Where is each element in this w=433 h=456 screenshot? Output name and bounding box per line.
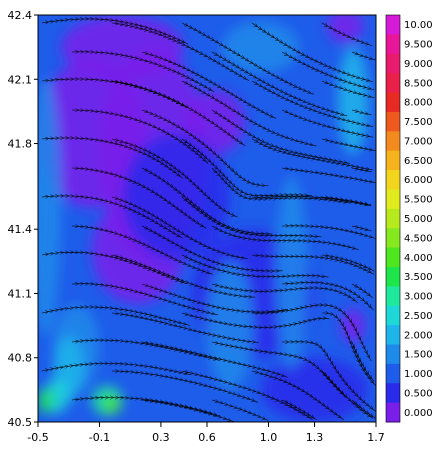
x-tick-label: 1.0	[260, 431, 278, 444]
y-tick-label: 41.1	[8, 287, 33, 300]
colorbar-label: 9.500	[404, 40, 433, 51]
colorbar-swatch	[386, 344, 400, 365]
x-tick-label: 1.7	[367, 431, 385, 444]
field-region	[260, 357, 369, 422]
colorbar-swatch	[386, 34, 400, 55]
colorbar-swatch	[386, 111, 400, 132]
streamline	[281, 282, 374, 311]
x-tick-label: -0.5	[27, 431, 48, 444]
field-region	[104, 396, 120, 414]
colorbar-swatch	[386, 131, 400, 152]
colorbar-swatch	[386, 170, 400, 190]
streamline	[281, 110, 373, 137]
colorbar-label: 10.00	[404, 20, 433, 31]
streamline	[321, 255, 375, 272]
streamline	[281, 168, 376, 183]
streamline	[351, 52, 376, 61]
colorbar-swatch	[386, 150, 400, 171]
colorbar-label: 7.500	[404, 117, 433, 128]
x-tick-label: 1.3	[306, 431, 324, 444]
colorbar-swatch	[386, 383, 400, 404]
streamline	[211, 225, 359, 250]
colorbar-swatch	[386, 73, 400, 94]
colorbar-label: 1.500	[404, 350, 433, 361]
colorbar-label: 2.000	[404, 330, 433, 341]
colorbar-label: 4.500	[404, 233, 433, 244]
y-tick-label: 40.8	[8, 352, 33, 365]
x-tick-label: -0.1	[89, 431, 110, 444]
field-region	[337, 47, 369, 155]
colorbar-label: 5.500	[404, 195, 433, 206]
streamline	[351, 399, 376, 419]
y-tick-label: 42.1	[8, 73, 33, 86]
colorbar-label: 5.000	[404, 214, 433, 225]
colorbar-swatch	[386, 305, 400, 326]
streamline	[181, 254, 329, 277]
colorbar-label: 2.500	[404, 311, 433, 322]
streamline	[351, 168, 372, 172]
colorbar: 10.00 9.500 9.000 8.500 8.000 7.500 7.000 6.500…	[385, 14, 433, 423]
x-tick-label: 0.3	[152, 431, 170, 444]
y-tick-label: 41.8	[8, 138, 33, 151]
colorbar-label: 6.000	[404, 175, 433, 186]
colorbar-label: 8.000	[404, 98, 433, 109]
colorbar-swatch	[386, 92, 400, 113]
colorbar-label: 0.000	[404, 408, 433, 419]
colorbar-label: 4.000	[404, 253, 433, 264]
x-axis: -0.5 -0.1 0.3 0.6 1.0 1.3 1.7	[27, 422, 385, 444]
colorbar-swatch	[386, 228, 400, 249]
streamline	[321, 81, 375, 98]
field-region	[38, 387, 54, 414]
colorbar-label: 6.500	[404, 156, 433, 167]
colorbar-label: 8.500	[404, 78, 433, 89]
y-tick-label: 42.4	[8, 9, 33, 22]
streamline	[321, 139, 376, 151]
colorbar-swatch	[386, 247, 400, 268]
colorbar-label: 3.000	[404, 292, 433, 303]
plot-area	[37, 14, 377, 423]
streamline	[251, 138, 373, 170]
streamlines	[41, 19, 376, 422]
streamline	[281, 399, 317, 420]
field-region	[207, 261, 254, 390]
colorbar-swatch	[386, 402, 400, 423]
colorbar-swatch	[386, 15, 400, 35]
colorbar-frame	[385, 14, 401, 423]
colorbar-swatch	[386, 286, 400, 307]
colorbar-label: 1.000	[404, 369, 433, 380]
colorbar-label: 7.000	[404, 136, 433, 147]
colorbar-swatch	[386, 208, 400, 229]
streamline	[321, 22, 373, 46]
streamline	[351, 110, 372, 115]
y-tick-label: 41.4	[8, 223, 33, 236]
streamline	[211, 400, 269, 421]
colorbar-label: 9.000	[404, 59, 433, 70]
colorbar-swatch	[386, 363, 400, 384]
x-tick-label: 0.6	[198, 431, 216, 444]
colorbar-swatch	[386, 325, 400, 345]
streamline	[351, 283, 373, 299]
streamline	[351, 226, 372, 232]
colorbar-label: 0.500	[404, 388, 433, 399]
colorbar-swatch	[386, 53, 400, 74]
y-axis: 40.5 40.8 41.1 41.4 41.8 42.1 42.4	[8, 9, 38, 429]
colorbar-label: 3.500	[404, 272, 433, 283]
field-region	[326, 15, 364, 43]
colorbar-swatch	[386, 266, 400, 287]
field-region	[276, 175, 307, 369]
y-tick-label: 40.5	[8, 416, 33, 429]
field-region	[38, 79, 62, 337]
streamline	[281, 226, 376, 239]
streamline	[321, 197, 372, 205]
colorbar-swatch	[386, 189, 400, 210]
